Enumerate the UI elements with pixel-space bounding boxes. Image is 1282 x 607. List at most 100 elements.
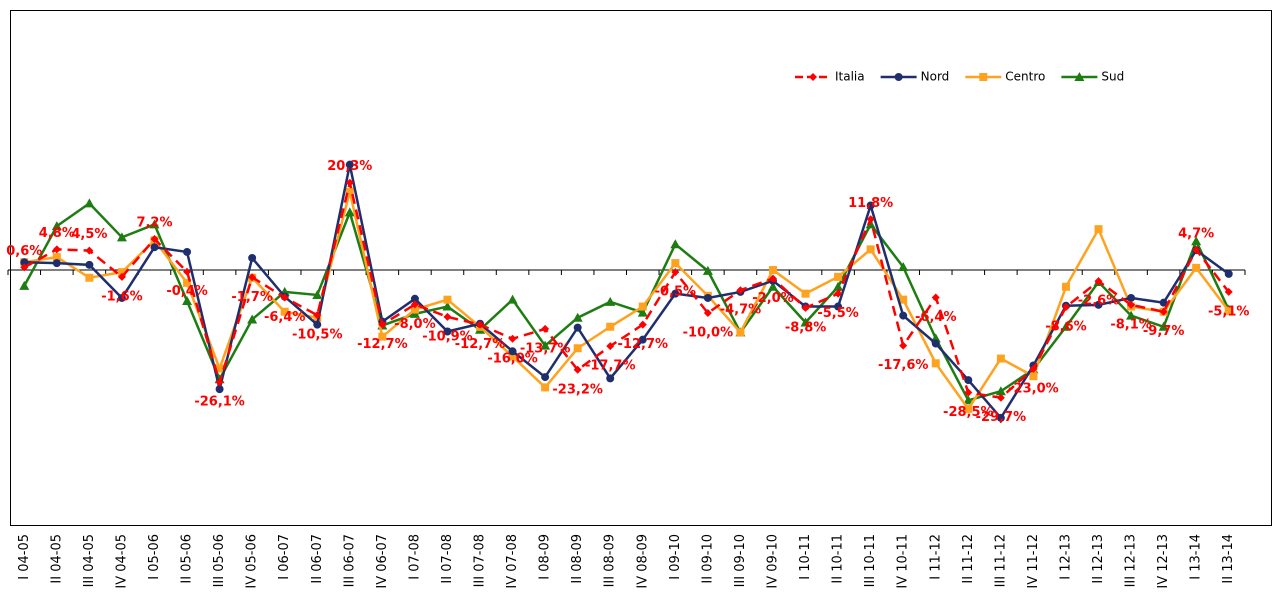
data-label: -0,5% xyxy=(655,285,696,300)
marker xyxy=(1061,302,1070,311)
x-tick-label: II 13-14 xyxy=(1221,534,1236,584)
marker xyxy=(931,359,940,368)
x-tick-label: I 13-14 xyxy=(1189,534,1204,580)
marker xyxy=(117,268,126,277)
marker xyxy=(85,273,94,282)
data-label: -26,1% xyxy=(194,395,245,410)
marker xyxy=(215,364,224,373)
series-line xyxy=(23,182,1230,400)
x-tick-label: IV 11-12 xyxy=(1026,534,1041,589)
marker xyxy=(150,243,159,252)
marker xyxy=(117,293,126,302)
marker xyxy=(865,219,876,229)
marker xyxy=(768,274,777,283)
marker xyxy=(899,341,908,350)
marker xyxy=(1061,282,1070,291)
marker xyxy=(572,312,583,322)
marker xyxy=(344,207,355,217)
marker xyxy=(215,378,224,387)
x-tick-label: II 08-09 xyxy=(570,534,585,584)
marker xyxy=(280,293,289,302)
x-tick-label: III 04-05 xyxy=(82,534,97,587)
marker xyxy=(1094,300,1103,309)
data-label: -23,2% xyxy=(552,382,603,397)
x-tick-label: IV 08-09 xyxy=(635,534,650,589)
marker xyxy=(1192,263,1201,272)
marker xyxy=(345,160,354,169)
x-tick-label: I 12-13 xyxy=(1058,534,1073,580)
x-tick-label: II 09-10 xyxy=(700,534,715,584)
data-label: -8,8% xyxy=(785,320,826,335)
marker xyxy=(866,215,875,224)
marker xyxy=(1224,269,1233,278)
legend-label: Italia xyxy=(835,70,865,84)
marker xyxy=(736,328,745,337)
x-tick-label: III 07-08 xyxy=(473,534,488,587)
marker xyxy=(637,307,648,317)
marker xyxy=(931,293,940,302)
marker xyxy=(606,342,615,351)
marker xyxy=(182,295,193,305)
marker xyxy=(931,339,940,348)
marker xyxy=(248,253,257,262)
data-label: -8,1% xyxy=(1110,317,1151,332)
marker xyxy=(410,300,419,309)
x-tick-label: I 09-10 xyxy=(668,534,683,580)
marker xyxy=(866,245,875,254)
marker xyxy=(183,247,192,256)
marker xyxy=(84,198,95,208)
marker xyxy=(1159,298,1168,307)
marker xyxy=(247,314,258,324)
marker xyxy=(996,393,1005,402)
marker xyxy=(312,289,323,299)
data-label: -8,6% xyxy=(1045,319,1086,334)
marker xyxy=(20,258,29,267)
data-label: 4,7% xyxy=(1178,226,1214,241)
marker xyxy=(1159,307,1168,316)
legend-label: Nord xyxy=(921,70,950,84)
x-tick-label: IV 10-11 xyxy=(896,534,911,589)
series-layer xyxy=(19,160,1234,422)
data-label: -5,5% xyxy=(817,306,858,321)
data-label: -9,7% xyxy=(1143,324,1184,339)
marker xyxy=(964,388,973,397)
axis-layer: I 04-05 II 04-05 III 04-05 IV 04-05 I 05-06 I… xyxy=(7,269,1246,589)
marker xyxy=(183,278,192,287)
marker xyxy=(540,340,551,350)
data-label: -8,0% xyxy=(394,317,435,332)
chart-frame xyxy=(10,10,1272,526)
marker xyxy=(833,281,844,291)
marker xyxy=(801,289,810,298)
marker xyxy=(508,334,517,343)
marker xyxy=(866,201,875,210)
marker xyxy=(280,307,289,316)
x-tick-label: IV 06-07 xyxy=(375,534,390,589)
marker xyxy=(443,327,452,336)
marker xyxy=(52,253,61,262)
marker xyxy=(703,309,712,317)
marker xyxy=(442,301,453,311)
marker xyxy=(671,289,680,298)
legend-label: Sud xyxy=(1101,70,1124,84)
marker xyxy=(541,383,550,392)
x-tick-label: II 06-07 xyxy=(310,534,325,584)
marker xyxy=(85,260,94,269)
marker xyxy=(1060,321,1071,331)
x-tick-label: IV 05-06 xyxy=(245,534,260,589)
data-label: -12,7% xyxy=(357,337,408,352)
marker xyxy=(963,395,974,405)
marker xyxy=(1094,225,1103,234)
data-label: -16,0% xyxy=(487,351,538,366)
marker xyxy=(19,280,30,290)
marker xyxy=(51,221,62,231)
marker xyxy=(52,259,61,268)
marker xyxy=(1191,236,1202,246)
data-label: -10,9% xyxy=(422,329,473,344)
marker xyxy=(541,324,550,333)
data-label: -28,5% xyxy=(943,405,994,420)
marker xyxy=(834,302,843,311)
data-label: -12,7% xyxy=(618,337,669,352)
data-label: -0,4% xyxy=(166,284,207,299)
marker xyxy=(767,281,778,291)
x-tick-label: I 06-07 xyxy=(277,534,292,580)
